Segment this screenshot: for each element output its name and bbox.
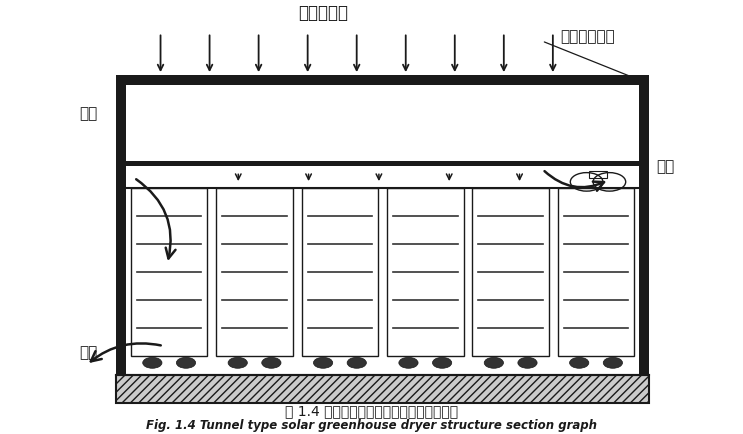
Bar	[216, 188, 293, 356]
Circle shape	[314, 357, 333, 368]
Bar	[116, 75, 649, 85]
Text: Fig. 1.4 Tunnel type solar greenhouse dryer structure section graph: Fig. 1.4 Tunnel type solar greenhouse dr…	[146, 418, 597, 431]
Circle shape	[570, 357, 589, 368]
Text: 风机: 风机	[657, 160, 675, 174]
FancyArrowPatch shape	[545, 171, 604, 191]
Text: 透明塑料盖板: 透明塑料盖板	[560, 29, 615, 44]
Circle shape	[347, 357, 366, 368]
Circle shape	[399, 357, 418, 368]
Bar	[473, 188, 549, 356]
Text: 气流: 气流	[80, 106, 97, 121]
Circle shape	[603, 357, 623, 368]
Text: 湿气: 湿气	[80, 345, 97, 360]
Bar	[126, 161, 639, 166]
Bar	[116, 75, 126, 375]
Circle shape	[228, 357, 247, 368]
Circle shape	[176, 357, 195, 368]
FancyArrowPatch shape	[91, 343, 160, 362]
Circle shape	[484, 357, 504, 368]
Bar	[116, 375, 649, 403]
Circle shape	[262, 357, 281, 368]
Bar	[558, 188, 635, 356]
FancyArrowPatch shape	[136, 179, 175, 259]
Bar	[302, 188, 378, 356]
Circle shape	[143, 357, 162, 368]
Bar	[131, 188, 207, 356]
Text: 图 1.4 隧道式太阳能温室干燥器结构截面图: 图 1.4 隧道式太阳能温室干燥器结构截面图	[285, 404, 458, 418]
Bar	[589, 171, 607, 178]
Circle shape	[518, 357, 537, 368]
Bar	[639, 75, 649, 375]
Bar	[387, 188, 464, 356]
Text: 太阳能辐射: 太阳能辐射	[299, 4, 348, 22]
Circle shape	[432, 357, 452, 368]
